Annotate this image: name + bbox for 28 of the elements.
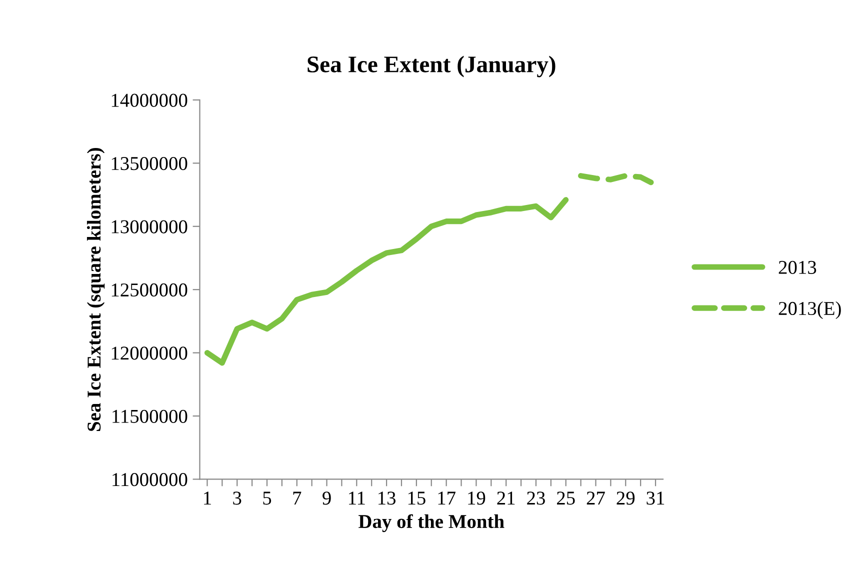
- chart-title: Sea Ice Extent (January): [308, 56, 556, 78]
- y-tick-label: 13500000: [112, 156, 188, 170]
- x-tick-label: 21: [497, 492, 515, 505]
- y-tick-label: 11500000: [112, 410, 188, 423]
- x-tick-label: 17: [438, 492, 456, 505]
- x-tick-label: 9: [322, 492, 331, 505]
- x-tick-label: 13: [378, 492, 396, 505]
- x-tick-label: 5: [263, 492, 272, 505]
- y-tick-label: 12500000: [112, 283, 188, 297]
- legend-label: 2013(E): [778, 301, 841, 320]
- legend-label: 2013: [778, 260, 816, 274]
- x-tick-label: 25: [557, 492, 575, 505]
- x-tick-label: 31: [646, 492, 664, 505]
- x-tick-label: 19: [468, 492, 486, 505]
- x-tick-label: 15: [408, 492, 426, 505]
- x-tick-label: 23: [527, 492, 545, 505]
- x-tick-label: 27: [586, 492, 605, 505]
- y-axis-title: Sea Ice Extent (square kilometers): [86, 148, 105, 431]
- x-tick-label: 1: [204, 492, 211, 505]
- x-axis-title: Day of the Month: [358, 514, 504, 532]
- y-tick-label: 13000000: [112, 220, 188, 234]
- x-tick-label: 29: [616, 492, 635, 505]
- y-tick-label: 12000000: [112, 346, 188, 360]
- x-tick-label: 3: [233, 492, 242, 505]
- x-tick-label: 7: [293, 492, 302, 505]
- y-tick-label: 14000000: [112, 94, 188, 107]
- y-tick-label: 11000000: [112, 473, 188, 486]
- x-tick-label: 11: [349, 492, 365, 505]
